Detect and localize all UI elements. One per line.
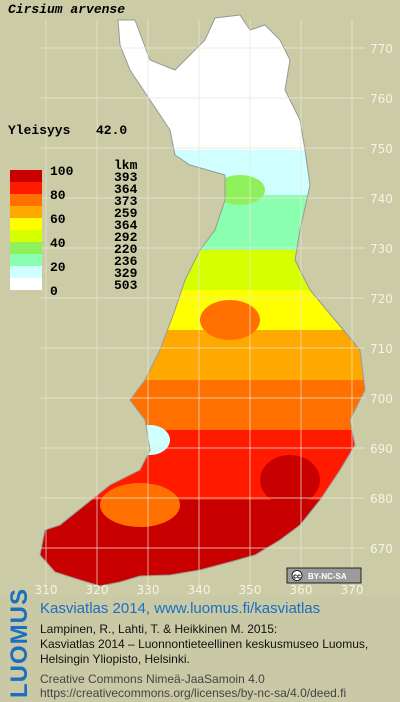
- legend-count: 329: [114, 266, 138, 281]
- x-label: 360: [290, 583, 313, 596]
- citation-line: Helsingin Yliopisto, Helsinki.: [40, 652, 190, 666]
- legend-swatch: [10, 266, 42, 278]
- x-label: 320: [86, 583, 109, 596]
- svg-text:cc: cc: [293, 574, 301, 581]
- citation-line: Kasviatlas 2014 – Luonnontieteellinen ke…: [40, 637, 369, 651]
- y-label: 770: [370, 42, 393, 56]
- legend-label: 100: [50, 164, 74, 179]
- y-label: 740: [370, 192, 393, 206]
- legend-label: 0: [50, 284, 58, 299]
- x-label: 370: [341, 583, 364, 596]
- legend-count: 503: [114, 278, 138, 293]
- license-line[interactable]: https://creativecommons.org/licenses/by-…: [40, 686, 347, 700]
- y-label: 720: [370, 292, 393, 306]
- link[interactable]: Kasviatlas 2014, www.luomus.fi/kasviatla…: [40, 600, 321, 617]
- badge-text: BY-NC-SA: [308, 572, 347, 581]
- y-label: 710: [370, 342, 393, 356]
- country-outline: [39, 14, 366, 587]
- x-label: 340: [188, 583, 211, 596]
- logo: LUOMUS: [6, 588, 33, 698]
- y-label: 730: [370, 242, 393, 256]
- legend-swatch: [10, 170, 42, 182]
- counts-header: lkm: [114, 158, 138, 173]
- citation-line: Lampinen, R., Lahti, T. & Heikkinen M. 2…: [40, 622, 278, 636]
- species-title: Cirsium arvense: [8, 2, 125, 17]
- y-label: 750: [370, 142, 393, 156]
- legend-count: 292: [114, 230, 138, 245]
- y-label: 690: [370, 442, 393, 456]
- legend-swatch: [10, 218, 42, 230]
- footer: LUOMUS Kasviatlas 2014, www.luomus.fi/ka…: [0, 588, 400, 702]
- prevalence-value: 42.0: [96, 123, 127, 138]
- x-label: 310: [35, 583, 58, 596]
- y-label: 700: [370, 392, 393, 406]
- license-badge: cc BY-NC-SA: [286, 567, 362, 584]
- legend-count: 364: [114, 218, 138, 233]
- legend-count: 220: [114, 242, 138, 257]
- legend-label: 60: [50, 212, 66, 227]
- prevalence-label: Yleisyys: [8, 123, 71, 138]
- legend-label: 80: [50, 188, 66, 203]
- legend-count: 236: [114, 254, 138, 269]
- y-label: 760: [370, 92, 393, 106]
- legend-label: 20: [50, 260, 66, 275]
- legend-swatch: [10, 278, 42, 290]
- legend-swatch: [10, 230, 42, 242]
- y-label: 680: [370, 492, 393, 506]
- legend-label: 40: [50, 236, 66, 251]
- legend-count: 393: [114, 170, 138, 185]
- y-label: 670: [370, 542, 393, 556]
- legend-swatch: [10, 254, 42, 266]
- legend-count: 259: [114, 206, 138, 221]
- legend-count: 373: [114, 194, 138, 209]
- x-label: 330: [137, 583, 160, 596]
- legend-count: 364: [114, 182, 138, 197]
- license-line: Creative Commons Nimeä-JaaSamoin 4.0: [40, 672, 265, 686]
- map: Cirsium arvense Yleisyys 42.0 lkm 100 80 6…: [8, 2, 393, 596]
- legend-swatch: [10, 242, 42, 254]
- legend-swatch: [10, 182, 42, 194]
- grid: [40, 20, 365, 585]
- x-label: 350: [239, 583, 262, 596]
- legend-swatch: [10, 206, 42, 218]
- legend-swatch: [10, 194, 42, 206]
- legend: 1008060402003933643732593642922202363295…: [10, 164, 138, 299]
